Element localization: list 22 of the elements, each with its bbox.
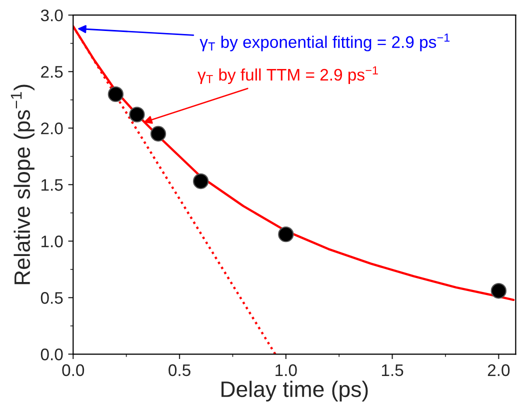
x-tick-label: 1.5 <box>382 364 404 376</box>
point <box>129 106 145 122</box>
x-tick-label: 0.0 <box>62 364 84 376</box>
y-axis-title: Relative slope (ps$^{−1}$) <box>10 84 34 284</box>
point <box>150 126 166 142</box>
x-tick-label: 2.0 <box>488 364 510 376</box>
y-tick-label: 2.5 <box>41 66 63 78</box>
y-tick-label: 2.0 <box>41 122 63 134</box>
y-tick-label: 1.5 <box>42 179 63 191</box>
y-tick-label: 3.0 <box>40 9 63 22</box>
x-axis-title: Delay time (ps) <box>222 380 368 402</box>
y-tick-label: 0.0 <box>40 348 63 360</box>
y-tick-label: 0.5 <box>40 292 63 304</box>
point <box>490 283 507 299</box>
annotation: γ$_{T}$ by full TTM = 2.9 ps$^{−1}$ <box>198 66 378 84</box>
x-tick-label: 0.5 <box>168 364 190 376</box>
point <box>108 86 124 102</box>
x-tick-label: 1.0 <box>276 364 297 376</box>
point <box>278 226 294 242</box>
annotation: γ$_{T}$ by exponential fitting = 2.9 ps$^{−1}$ <box>200 34 450 52</box>
point <box>192 173 209 190</box>
y-tick-label: 1.0 <box>42 236 63 248</box>
